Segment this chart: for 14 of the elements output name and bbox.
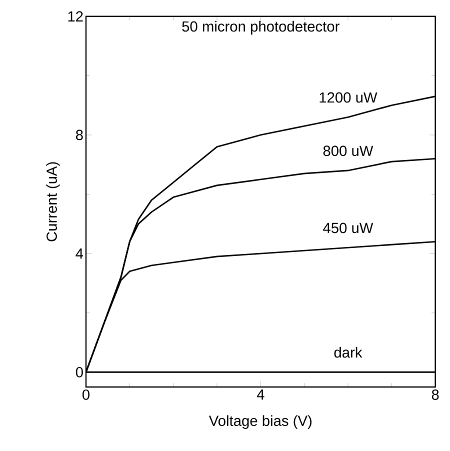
series-label: 1200 uW xyxy=(320,92,378,103)
chart-title: 50 micron photodetector xyxy=(182,20,340,35)
y-tick-label: 8 xyxy=(76,130,83,140)
y-tick-label: 4 xyxy=(76,248,84,259)
x-tick-label: 0 xyxy=(82,390,90,400)
series-label: 450 uW xyxy=(323,222,374,234)
series-label: dark xyxy=(334,346,362,358)
y-axis-title: Current (uA) xyxy=(46,162,60,242)
x-axis-title: Voltage bias (V) xyxy=(208,415,312,429)
y-tick-label: 0 xyxy=(76,366,83,378)
x-tick-label: 8 xyxy=(432,390,439,400)
x-tick-label: 4 xyxy=(256,389,264,400)
y-tick-label: 12 xyxy=(68,11,83,22)
series-label: 800 uW xyxy=(323,146,374,156)
